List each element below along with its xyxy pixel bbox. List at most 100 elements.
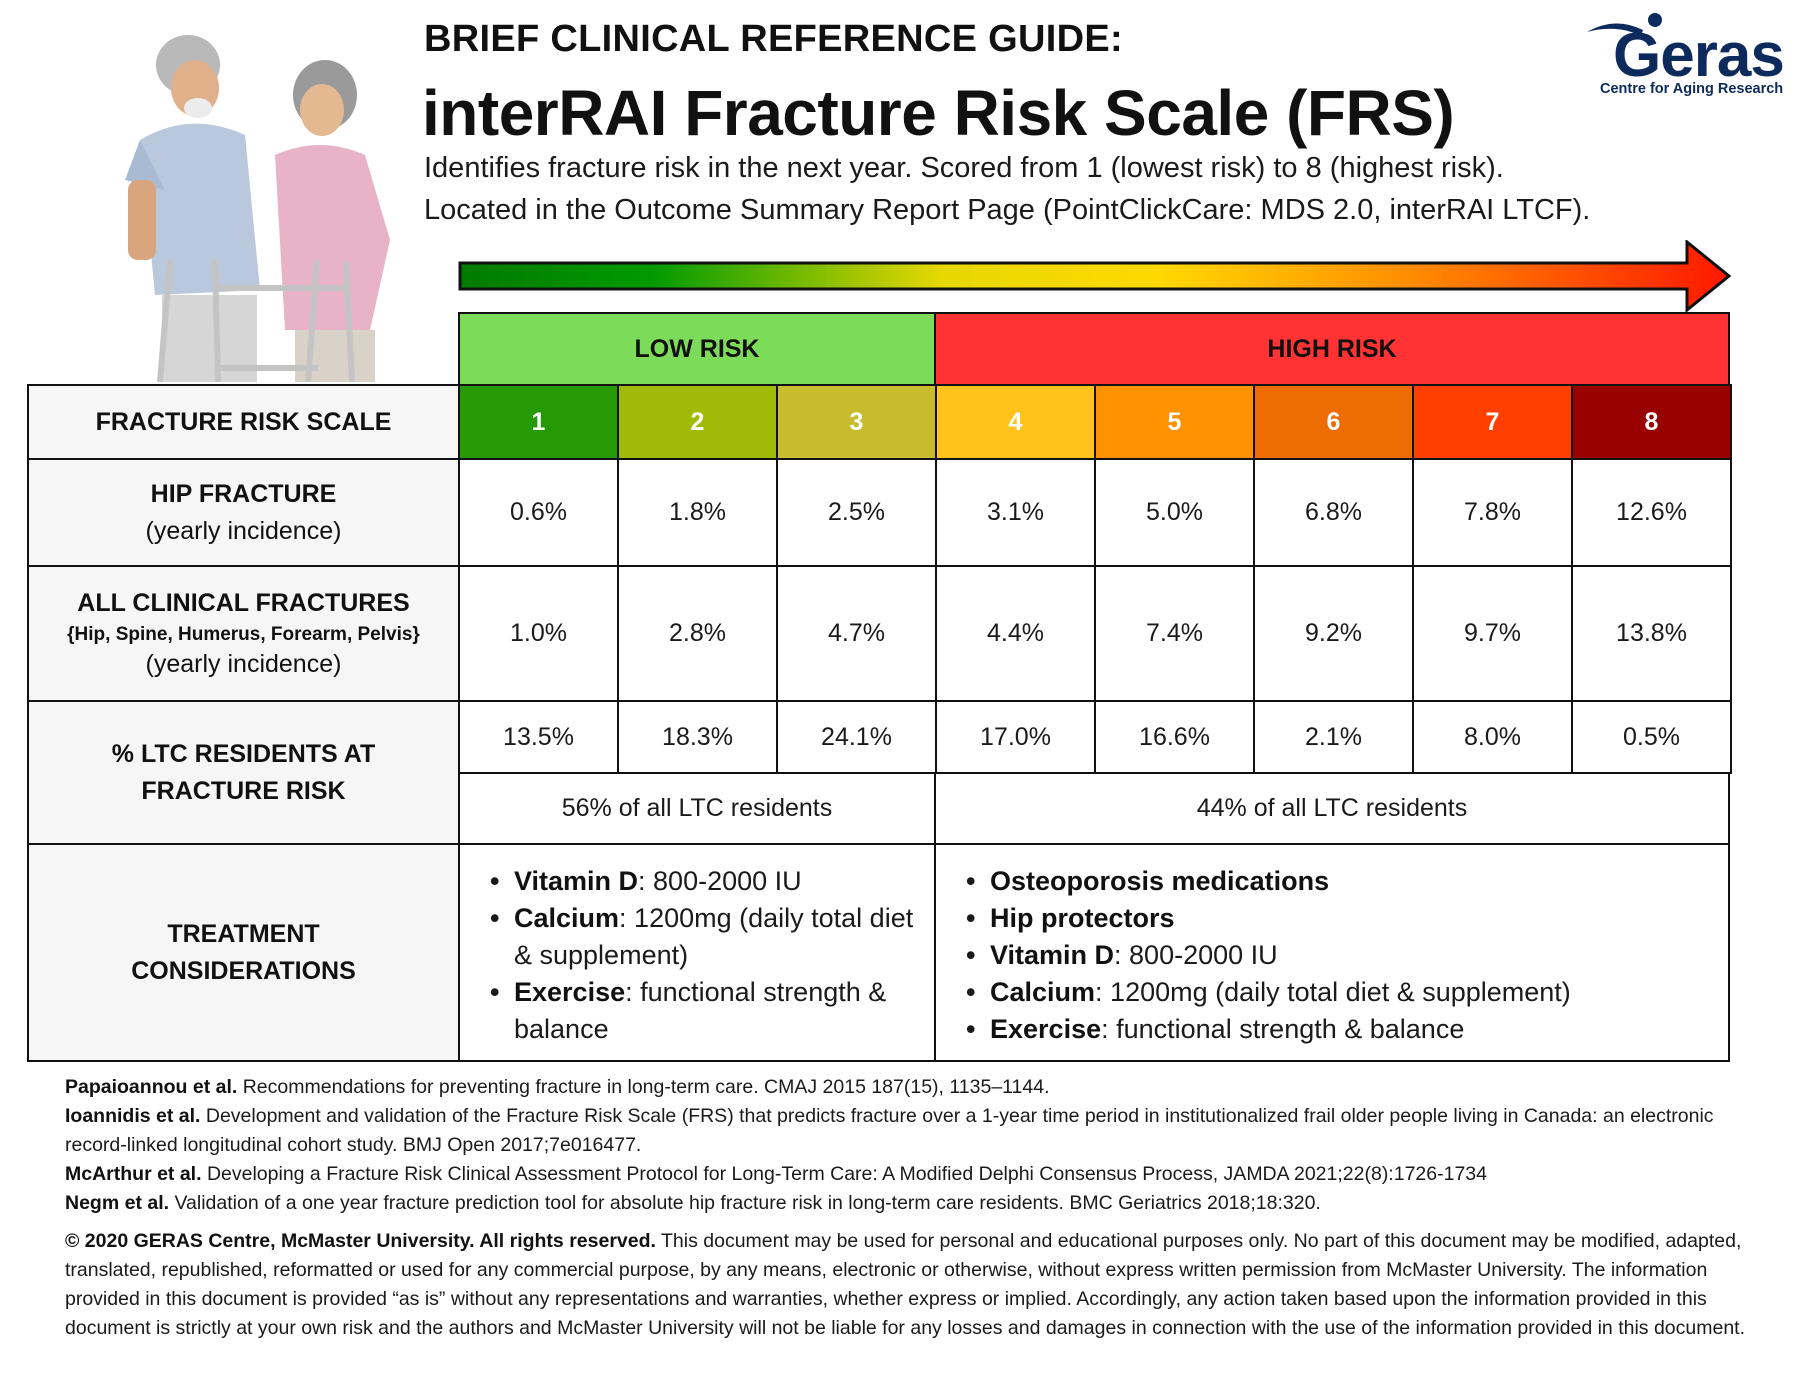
- reference-item: McArthur et al. Developing a Fracture Ri…: [65, 1160, 1765, 1189]
- treatment-item-title: Hip protectors: [990, 903, 1175, 933]
- treatment-item: Calcium: 1200mg (daily total diet & supp…: [490, 900, 934, 974]
- score-cell-5: 5: [1094, 384, 1255, 460]
- hip-value-cell: 6.8%: [1253, 458, 1414, 567]
- all-value-cell: 9.2%: [1253, 565, 1414, 702]
- treatment-item-detail: : 800-2000 IU: [638, 866, 802, 896]
- low-risk-band: LOW RISK: [458, 312, 936, 386]
- treatment-item: Calcium: 1200mg (daily total diet & supp…: [966, 974, 1571, 1011]
- older-couple-photo: [125, 35, 390, 382]
- treatment-item: Vitamin D: 800-2000 IU: [966, 937, 1571, 974]
- reference-text: Validation of a one year fracture predic…: [169, 1192, 1321, 1214]
- copyright-bold: © 2020 GERAS Centre, McMaster University…: [65, 1230, 656, 1252]
- all-value-cell: 4.4%: [935, 565, 1096, 702]
- row-label-all-fractures: ALL CLINICAL FRACTURES {Hip, Spine, Hume…: [27, 565, 460, 702]
- treatment-low-risk: Vitamin D: 800-2000 IUCalcium: 1200mg (d…: [458, 843, 936, 1062]
- row-sublabel: (yearly incidence): [145, 516, 342, 545]
- hip-value-cell: 12.6%: [1571, 458, 1732, 567]
- geras-logo: Geras Centre for Aging Research: [1585, 10, 1795, 100]
- hip-value-cell: 5.0%: [1094, 458, 1255, 567]
- logo-tagline: Centre for Aging Research: [1600, 81, 1784, 97]
- guide-kicker: BRIEF CLINICAL REFERENCE GUIDE:: [424, 18, 1123, 60]
- hip-value-cell: 3.1%: [935, 458, 1096, 567]
- hip-value-cell: 7.8%: [1412, 458, 1573, 567]
- ltc-value-cell: 2.1%: [1253, 700, 1414, 774]
- hip-value-cell: 0.6%: [458, 458, 619, 567]
- ltc-value-cell: 24.1%: [776, 700, 937, 774]
- treatment-item-detail: : functional strength & balance: [1101, 1014, 1465, 1044]
- score-cell-1: 1: [458, 384, 619, 460]
- all-value-cell: 7.4%: [1094, 565, 1255, 702]
- ltc-value-cell: 13.5%: [458, 700, 619, 774]
- treatment-item-title: Calcium: [514, 903, 620, 933]
- treatment-item: Exercise: functional strength & balance: [490, 974, 934, 1048]
- row-label-text: FRACTURE RISK SCALE: [95, 407, 392, 436]
- hip-value-cell: 2.5%: [776, 458, 937, 567]
- treatment-item-title: Vitamin D: [990, 940, 1115, 970]
- row-label-hip: HIP FRACTURE (yearly incidence): [27, 458, 460, 567]
- treatment-item-detail: : 800-2000 IU: [1114, 940, 1278, 970]
- copyright-text: This document may be used for personal a…: [65, 1230, 1746, 1339]
- reference-author: McArthur et al.: [65, 1163, 202, 1185]
- figure-swoosh-icon: [1587, 13, 1662, 36]
- hip-value-cell: 1.8%: [617, 458, 778, 567]
- treatment-item-title: Exercise: [990, 1014, 1102, 1044]
- ltc-low-total: 56% of all LTC residents: [458, 772, 936, 845]
- reference-author: Papaioannou et al.: [65, 1076, 238, 1098]
- all-value-cell: 9.7%: [1412, 565, 1573, 702]
- score-cell-7: 7: [1412, 384, 1573, 460]
- row-detail: {Hip, Spine, Humerus, Forearm, Pelvis}: [67, 623, 420, 645]
- reference-author: Negm et al.: [65, 1192, 170, 1214]
- all-value-cell: 4.7%: [776, 565, 937, 702]
- reference-author: Ioannidis et al.: [65, 1105, 201, 1127]
- all-value-cell: 2.8%: [617, 565, 778, 702]
- row-label-text: CONSIDERATIONS: [131, 956, 356, 985]
- reference-item: Negm et al. Validation of a one year fra…: [65, 1189, 1765, 1218]
- row-label-ltc: % LTC RESIDENTS AT FRACTURE RISK: [27, 700, 460, 845]
- score-cell-8: 8: [1571, 384, 1732, 460]
- treatment-item-title: Exercise: [514, 977, 626, 1007]
- treatment-item-detail: : functional strength & balance: [514, 977, 887, 1044]
- ltc-value-cell: 8.0%: [1412, 700, 1573, 774]
- all-value-cell: 1.0%: [458, 565, 619, 702]
- ltc-value-cell: 18.3%: [617, 700, 778, 774]
- page-title: interRAI Fracture Risk Scale (FRS): [422, 77, 1455, 149]
- treatment-item-detail: : 1200mg (daily total diet & supplement): [514, 903, 914, 970]
- treatment-item: Hip protectors: [966, 900, 1571, 937]
- treatment-item: Exercise: functional strength & balance: [966, 1011, 1571, 1048]
- ltc-value-cell: 17.0%: [935, 700, 1096, 774]
- treatment-item: Vitamin D: 800-2000 IU: [490, 863, 934, 900]
- high-risk-band: HIGH RISK: [934, 312, 1730, 386]
- logo-wordmark: Geras: [1613, 21, 1785, 90]
- score-cell-6: 6: [1253, 384, 1414, 460]
- row-label-text: % LTC RESIDENTS AT: [111, 739, 376, 768]
- treatment-item-title: Calcium: [990, 977, 1096, 1007]
- reference-item: Papaioannou et al. Recommendations for p…: [65, 1073, 1765, 1102]
- reference-item: Ioannidis et al. Development and validat…: [65, 1102, 1765, 1160]
- ltc-value-cell: 16.6%: [1094, 700, 1255, 774]
- treatment-item-detail: : 1200mg (daily total diet & supplement): [1095, 977, 1571, 1007]
- treatment-item-title: Vitamin D: [514, 866, 639, 896]
- score-cell-4: 4: [935, 384, 1096, 460]
- subtitle-scoring: Identifies fracture risk in the next yea…: [424, 152, 1504, 184]
- row-label-text: HIP FRACTURE: [150, 479, 337, 508]
- treatment-item: Osteoporosis medications: [966, 863, 1571, 900]
- row-label-treatment: TREATMENT CONSIDERATIONS: [27, 843, 460, 1062]
- all-value-cell: 13.8%: [1571, 565, 1732, 702]
- row-label-scale: FRACTURE RISK SCALE: [27, 384, 460, 460]
- risk-gradient-arrow-icon: [458, 240, 1732, 312]
- row-sublabel: (yearly incidence): [145, 649, 342, 678]
- score-cell-3: 3: [776, 384, 937, 460]
- reference-text: Recommendations for preventing fracture …: [237, 1076, 1050, 1098]
- row-label-text: TREATMENT: [167, 919, 320, 948]
- copyright-notice: © 2020 GERAS Centre, McMaster University…: [65, 1227, 1745, 1343]
- references: Papaioannou et al. Recommendations for p…: [65, 1073, 1765, 1218]
- treatment-high-risk: Osteoporosis medications Hip protectors Vi…: [934, 843, 1730, 1062]
- fracture-risk-table: LOW RISK HIGH RISK FRACTURE RISK SCALE H…: [27, 312, 1732, 1062]
- ltc-value-cell: 0.5%: [1571, 700, 1732, 774]
- subtitle-location: Located in the Outcome Summary Report Pa…: [424, 194, 1591, 226]
- row-label-text: ALL CLINICAL FRACTURES: [77, 588, 410, 617]
- row-label-text: FRACTURE RISK: [141, 776, 346, 805]
- treatment-item-title: Osteoporosis medications: [990, 866, 1330, 896]
- reference-text: Development and validation of the Fractu…: [65, 1105, 1714, 1156]
- reference-text: Developing a Fracture Risk Clinical Asse…: [201, 1163, 1487, 1185]
